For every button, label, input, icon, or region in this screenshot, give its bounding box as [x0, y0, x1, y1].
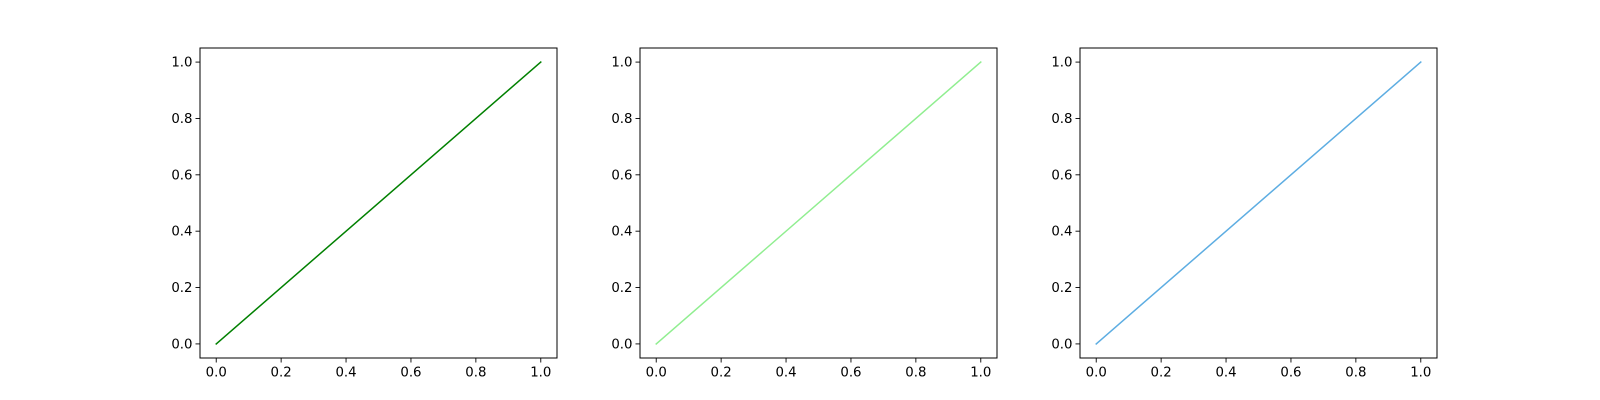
- x-tick-label: 0.2: [1151, 366, 1172, 381]
- y-tick-label: 0.8: [171, 112, 192, 127]
- y-tick-label: 0.2: [1051, 281, 1072, 296]
- x-tick-label: 1.0: [1410, 366, 1431, 381]
- x-tick-label: 1.0: [970, 366, 991, 381]
- y-tick-label: 0.4: [1051, 225, 1072, 240]
- series-line-1: [215, 61, 542, 345]
- y-tick-label: 0.0: [611, 337, 632, 352]
- y-tick-label: 1.0: [611, 56, 632, 71]
- y-tick-label: 1.0: [171, 56, 192, 71]
- chart-panel-2: 0.0 0.2 0.4 0.6 0.8 1.0 0.0 0.2 0.4 0.6 0.8 1.0: [611, 47, 998, 381]
- axes-frame: [639, 47, 998, 359]
- x-tick-label: 0.0: [206, 366, 227, 381]
- series-line-1: [1095, 61, 1422, 345]
- axes-frame: [199, 47, 558, 359]
- x-tick-label: 0.6: [1280, 366, 1301, 381]
- x-tick-label: 0.0: [1086, 366, 1107, 381]
- x-tick-label: 0.8: [1345, 366, 1366, 381]
- x-tick-label: 0.8: [905, 366, 926, 381]
- x-tick-label: 0.2: [271, 366, 292, 381]
- y-tick-label: 0.2: [611, 281, 632, 296]
- chart-panel-3: 0.0 0.2 0.4 0.6 0.8 1.0 0.0 0.2 0.4 0.6 0.8 1.0: [1051, 47, 1438, 381]
- x-tick-label: 1.0: [530, 366, 551, 381]
- series-line-1: [655, 61, 982, 345]
- x-tick-label: 0.2: [711, 366, 732, 381]
- axes-frame: [1079, 47, 1438, 359]
- chart-panel-1: 0.0 0.2 0.4 0.6 0.8 1.0 0.0 0.2 0.4 0.6 0.8 1.0: [171, 47, 558, 381]
- x-tick-label: 0.8: [465, 366, 486, 381]
- y-tick-label: 0.6: [1051, 168, 1072, 183]
- x-tick-label: 0.6: [840, 366, 861, 381]
- y-tick-label: 0.6: [171, 168, 192, 183]
- x-tick-label: 0.4: [1215, 366, 1236, 381]
- y-tick-label: 0.6: [611, 168, 632, 183]
- y-tick-label: 0.8: [611, 112, 632, 127]
- y-tick-label: 0.4: [611, 225, 632, 240]
- y-tick-label: 0.4: [171, 225, 192, 240]
- x-tick-label: 0.4: [335, 366, 356, 381]
- y-tick-label: 0.0: [171, 337, 192, 352]
- y-tick-label: 0.0: [1051, 337, 1072, 352]
- x-tick-label: 0.0: [646, 366, 667, 381]
- y-tick-label: 0.2: [171, 281, 192, 296]
- x-tick-label: 0.4: [775, 366, 796, 381]
- x-tick-label: 0.6: [400, 366, 421, 381]
- y-tick-label: 0.8: [1051, 112, 1072, 127]
- y-tick-label: 1.0: [1051, 56, 1072, 71]
